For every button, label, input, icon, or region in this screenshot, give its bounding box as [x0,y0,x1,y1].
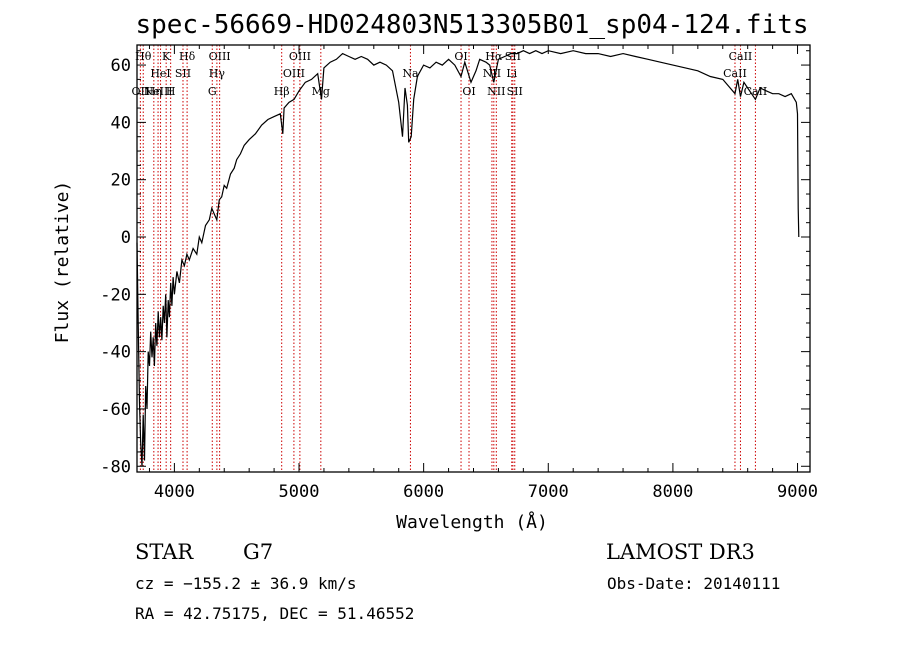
line-label: SII [175,67,191,80]
line-label: OIII [209,50,231,63]
x-tick-label: 6000 [403,482,444,502]
line-label: OIII [283,67,305,80]
y-tick-label: 0 [121,228,131,248]
flux-series-line [136,50,800,467]
line-label: OI [462,85,475,98]
line-label: OII [132,85,150,98]
redshift-cz: cz = −155.2 ± 36.9 km/s [135,574,357,593]
x-tick-label: 4000 [154,482,195,502]
line-label: SII [505,50,521,63]
y-tick-label: -20 [100,285,131,305]
line-label: Hθ [135,50,152,63]
y-axis-label: Flux (relative) [52,181,73,344]
line-label: K [162,50,171,63]
line-label: G [208,85,217,98]
object-type: STAR [135,540,194,564]
line-markers [139,45,756,472]
y-tick-label: 20 [111,171,131,191]
line-label: Na [402,67,419,80]
line-label: Hγ [209,67,226,80]
y-tick-label: 60 [111,56,131,76]
line-label: Hδ [179,50,196,63]
x-tick-label: 7000 [528,482,569,502]
chart-title: spec-56669-HD024803N513305B01_sp04-124.f… [135,10,808,40]
line-label: Hη [146,85,162,98]
line-label: H [166,85,176,98]
line-label: Hα [485,50,503,63]
line-labels: HθOIIHηNeIIIHeIKHSIIHδGHγOIIIHβOIIIOIIIM… [132,50,768,98]
line-label: NII [487,85,505,98]
line-label: Li [506,67,517,80]
line-label: SII [507,85,523,98]
x-tick-label: 8000 [652,482,693,502]
line-label: HeI [150,67,170,80]
survey-release: LAMOST DR3 [606,540,755,564]
plot-frame [136,44,811,473]
line-label: OI [454,50,467,63]
y-tick-label: -80 [100,457,131,477]
x-axis-label: Wavelength (Å) [396,511,548,533]
sky-coordinates: RA = 42.75175, DEC = 51.46552 [135,604,415,623]
observation-date: Obs-Date: 20140111 [607,574,781,593]
x-tick-label: 5000 [279,482,320,502]
y-tick-label: 40 [111,113,131,133]
line-label: NeIII [143,85,172,98]
axis-ticks: 4000 5000 6000 7000 8000 9000 -80 -60 -40 -20 0 20 4… [100,45,818,502]
line-label: Hβ [274,85,290,98]
line-label: CaII [723,67,747,80]
spectral-subclass: G7 [243,540,274,564]
y-tick-label: -40 [100,343,131,363]
line-label: CaII [729,50,753,63]
y-tick-label: -60 [100,400,131,420]
line-label: OIII [289,50,311,63]
x-tick-label: 9000 [777,482,818,502]
